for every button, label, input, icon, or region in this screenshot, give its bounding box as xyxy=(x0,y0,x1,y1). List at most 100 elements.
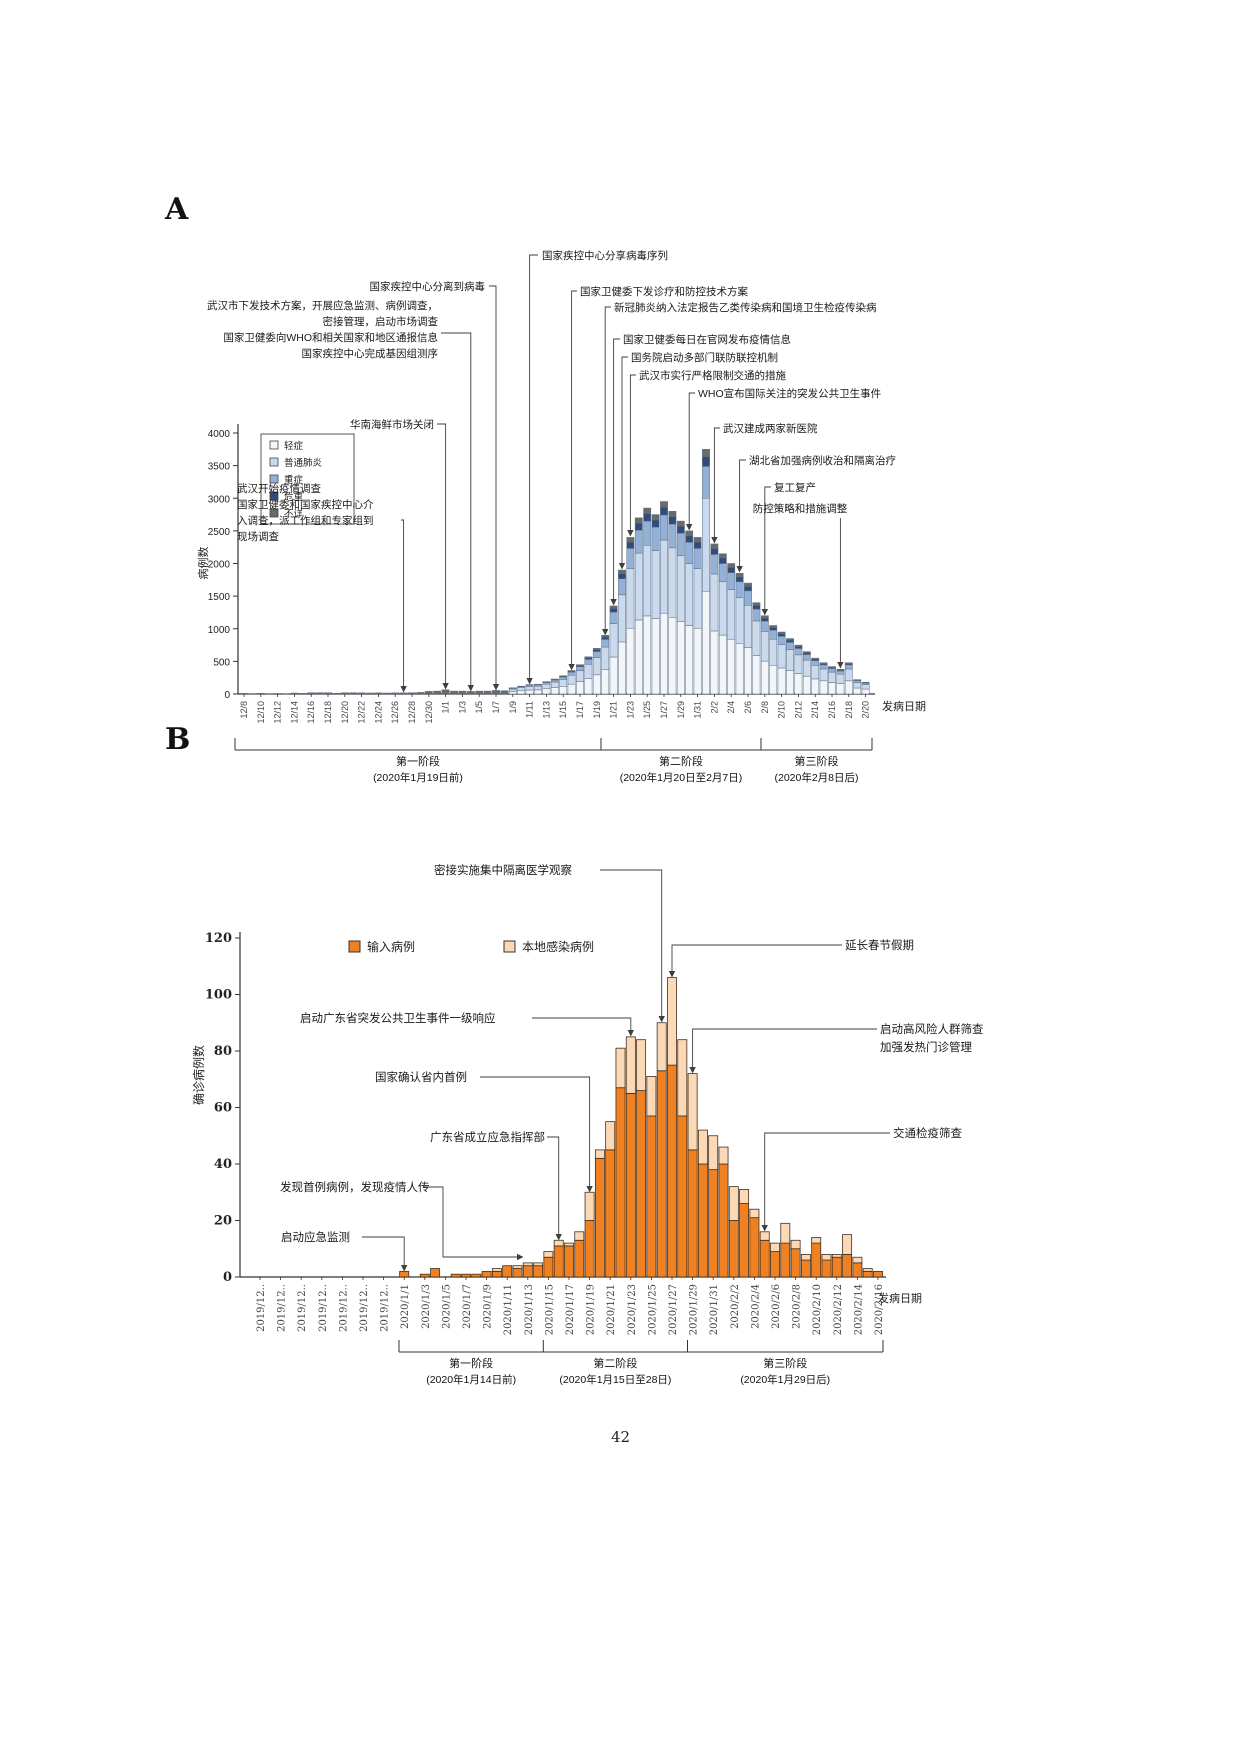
bar-segment xyxy=(811,1242,822,1278)
bar-segment xyxy=(844,662,853,664)
bar-segment xyxy=(693,548,702,569)
bar-segment xyxy=(542,683,551,690)
bar-segment xyxy=(862,1268,873,1272)
bar-segment xyxy=(728,1186,739,1221)
annotation-text: WHO宣布国际关注的突发公共卫生事件 xyxy=(698,387,881,400)
bar-segment xyxy=(584,656,593,659)
x-axis-tick-label: 2020/1/13 xyxy=(524,1284,535,1335)
bar-segment xyxy=(601,669,610,695)
bar-segment xyxy=(592,649,601,652)
bar-segment xyxy=(634,529,643,554)
bar-segment xyxy=(626,568,635,629)
bar-segment xyxy=(786,642,794,650)
x-axis-tick-label: 1/11 xyxy=(525,701,535,718)
x-axis-tick-label: 2/16 xyxy=(827,701,837,719)
annotation-line xyxy=(489,285,497,684)
bar-segment xyxy=(831,1254,842,1258)
y-axis-tick-label: 80 xyxy=(214,1044,232,1059)
bar-segment xyxy=(780,1222,791,1244)
bar-segment xyxy=(718,1163,729,1278)
legend-swatch xyxy=(269,457,279,467)
bar-segment xyxy=(433,690,442,695)
bar-segment xyxy=(324,692,332,695)
bar-segment xyxy=(852,1256,863,1264)
annotation-line xyxy=(764,486,771,609)
bar-segment xyxy=(744,647,752,695)
bar-segment xyxy=(660,539,668,614)
bar-segment xyxy=(517,687,526,691)
y-axis-tick-label: 120 xyxy=(205,931,232,946)
bar-segment xyxy=(836,673,845,684)
x-axis-tick-label: 1/31 xyxy=(693,701,703,719)
bar-segment xyxy=(828,666,836,668)
x-axis-tick-label: 2019/12.. xyxy=(256,1284,267,1332)
annotation-arrowhead xyxy=(658,1016,665,1023)
bar-segment xyxy=(615,1087,626,1278)
annotation-line xyxy=(671,944,842,971)
x-axis-tick-label: 2020/1/7 xyxy=(462,1284,473,1329)
bar-segment xyxy=(735,573,744,578)
annotation-text: 国家确认省内首例 xyxy=(375,1070,467,1084)
bar-segment xyxy=(592,651,601,658)
y-axis-tick-label: 4000 xyxy=(208,429,231,440)
bar-segment xyxy=(567,683,576,695)
bar-segment xyxy=(636,1090,647,1278)
bar-segment xyxy=(584,1220,595,1278)
bar-segment xyxy=(802,651,811,654)
annotation-text: 加强发热门诊管理 xyxy=(880,1040,972,1054)
bar-segment xyxy=(626,548,635,569)
bar-segment xyxy=(584,1191,595,1221)
x-axis-tick-label: 2019/12.. xyxy=(338,1284,349,1332)
bar-segment xyxy=(668,617,677,695)
bar-segment xyxy=(718,581,727,636)
bar-segment xyxy=(466,691,475,695)
x-axis-tick-label: 12/10 xyxy=(256,701,266,724)
x-axis-tick-label: 1/27 xyxy=(659,701,669,719)
bar-segment xyxy=(777,636,786,645)
annotation-line xyxy=(437,423,447,683)
bar-segment xyxy=(660,507,668,516)
bar-segment xyxy=(735,581,744,598)
x-axis-tick-label: 2020/1/31 xyxy=(709,1284,720,1335)
bar-segment xyxy=(760,631,769,662)
bar-segment xyxy=(668,511,677,518)
bar-segment xyxy=(744,605,752,648)
bar-segment xyxy=(512,1268,523,1278)
bar-segment xyxy=(576,666,584,671)
bar-segment xyxy=(702,590,710,695)
bar-segment xyxy=(391,692,400,695)
bar-segment xyxy=(458,690,467,695)
x-axis-tick-label: 2019/12.. xyxy=(380,1284,391,1332)
bar-segment xyxy=(770,1242,780,1252)
annotation-arrowhead xyxy=(610,599,617,606)
bar-segment xyxy=(697,1163,708,1278)
legend-label: 重症 xyxy=(284,474,304,486)
bar-segment xyxy=(752,608,761,622)
bar-segment xyxy=(702,466,710,499)
x-axis-tick-label: 2020/2/6 xyxy=(771,1284,782,1329)
bar-segment xyxy=(382,692,391,695)
x-axis-tick-label: 2/20 xyxy=(861,701,871,719)
bar-segment xyxy=(543,1256,554,1278)
bar-segment xyxy=(399,692,408,695)
bar-segment xyxy=(559,679,568,687)
bar-segment xyxy=(685,563,694,626)
bar-segment xyxy=(735,576,744,582)
x-axis-tick-label: 1/17 xyxy=(575,701,585,719)
annotation-arrowhead xyxy=(736,566,743,573)
bar-segment xyxy=(794,644,803,647)
bar-segment xyxy=(749,1217,760,1278)
annotation-text: 国家卫健委每日在官网发布疫情信息 xyxy=(623,333,791,346)
annotation-line xyxy=(629,374,636,530)
annotation-text: 国家疾控中心分离到病毒 xyxy=(370,280,486,293)
phase-label: 第三阶段 xyxy=(795,754,839,768)
phase-label: 第二阶段 xyxy=(659,754,703,768)
annotation-arrowhead xyxy=(517,1253,524,1261)
phase-range: (2020年1月29日后) xyxy=(740,1373,830,1386)
panel-b-chart: 0 20 40 60 80 100 120 确诊病例数 2019/12.. 2019/12.. 20… xyxy=(191,863,984,1386)
x-axis-tick-label: 1/19 xyxy=(592,701,602,719)
bar-segment xyxy=(710,543,719,549)
bar-segment xyxy=(525,689,534,695)
bar-segment xyxy=(491,1268,502,1272)
annotation-text: 国家疾控中心分享病毒序列 xyxy=(542,249,668,262)
